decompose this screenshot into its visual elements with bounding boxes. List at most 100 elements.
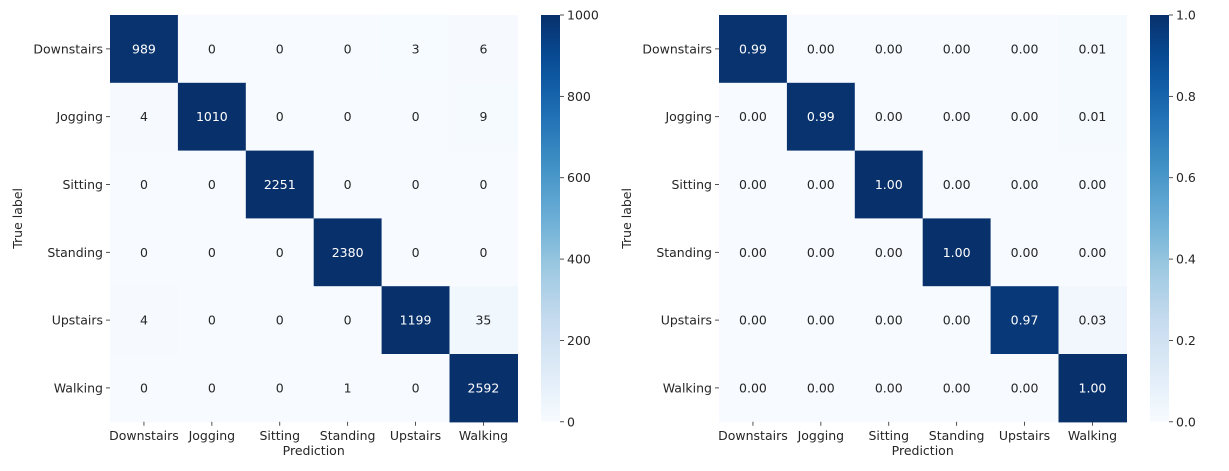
- heatmap-cell: [922, 15, 992, 84]
- heatmap-cell: [922, 82, 992, 152]
- cell-value-label: 0: [140, 177, 148, 192]
- cell-value-label: 0: [208, 245, 216, 260]
- colorbar-tick-label: 0.8: [1176, 89, 1196, 104]
- heatmap-cell: [854, 286, 924, 355]
- cell-value-label: 0: [344, 177, 352, 192]
- cell-value-label: 2380: [332, 245, 364, 260]
- heatmap-cell: [449, 82, 518, 152]
- heatmap-cell: [1058, 286, 1127, 355]
- cell-value-label: 0.00: [739, 380, 767, 395]
- colorbar-tick-label: 200: [567, 333, 591, 348]
- heatmap-cell: [1058, 218, 1127, 287]
- heatmap-cell: [990, 286, 1060, 355]
- heatmap-cell: [854, 15, 924, 84]
- cell-value-label: 0: [344, 41, 352, 56]
- cell-value-label: 0.00: [739, 245, 767, 260]
- cell-value-label: 0.00: [739, 109, 767, 124]
- cell-value-label: 0: [140, 380, 148, 395]
- cell-value-label: 0.00: [739, 177, 767, 192]
- colorbar-tick-label: 0.2: [1176, 333, 1196, 348]
- heatmap-cell: [110, 150, 179, 219]
- cell-value-label: 0.00: [875, 313, 903, 328]
- cell-value-label: 0.99: [739, 41, 767, 56]
- cell-value-label: 0.00: [807, 177, 835, 192]
- cell-value-label: 0.00: [1011, 245, 1039, 260]
- x-tick-label: Walking: [459, 428, 508, 443]
- heatmap-cell: [381, 354, 451, 423]
- heatmap-cell: [177, 354, 247, 423]
- heatmap-cell: [1058, 150, 1127, 219]
- cell-value-label: 0.00: [1079, 177, 1107, 192]
- y-tick-label: Upstairs: [661, 313, 712, 328]
- y-tick-label: Jogging: [664, 109, 712, 124]
- cell-value-label: 4: [140, 313, 148, 328]
- colorbar: [1150, 15, 1169, 422]
- heatmap-cell: [245, 218, 315, 287]
- heatmap-cell: [990, 354, 1060, 423]
- colorbar-tick-label: 0: [567, 414, 575, 429]
- heatmap-cell: [786, 82, 856, 152]
- heatmap-cell: [786, 286, 856, 355]
- y-tick-label: Sitting: [671, 177, 712, 192]
- y-tick-label: Walking: [663, 380, 712, 395]
- x-tick-label: Upstairs: [390, 428, 441, 443]
- heatmap-cell: [110, 82, 179, 152]
- cell-value-label: 0.00: [943, 177, 971, 192]
- heatmap-cell: [854, 82, 924, 152]
- colorbar-tick-label: 1.0: [1176, 8, 1196, 23]
- cell-value-label: 1199: [400, 313, 432, 328]
- heatmap-cell: [922, 354, 992, 423]
- heatmap-cell: [245, 150, 315, 219]
- heatmap-cell: [786, 150, 856, 219]
- heatmap-cell: [719, 286, 788, 355]
- heatmap-cell: [313, 218, 383, 287]
- colorbar-tick-label: 0.4: [1176, 252, 1196, 267]
- cell-value-label: 0: [276, 313, 284, 328]
- colorbar-tick-label: 800: [567, 89, 591, 104]
- cell-value-label: 0.99: [807, 109, 835, 124]
- heatmap-cell: [177, 218, 247, 287]
- heatmap-cell: [313, 354, 383, 423]
- heatmap-cell: [245, 82, 315, 152]
- heatmap-cell: [990, 150, 1060, 219]
- cell-value-label: 0: [208, 177, 216, 192]
- heatmap-cell: [854, 354, 924, 423]
- cell-value-label: 1.00: [943, 245, 971, 260]
- x-tick-label: Sitting: [868, 428, 909, 443]
- x-tick-label: Downstairs: [109, 428, 179, 443]
- x-tick-label: Standing: [320, 428, 376, 443]
- heatmap-cell: [719, 82, 788, 152]
- heatmap-cell: [110, 15, 179, 84]
- y-tick-label: Walking: [54, 380, 103, 395]
- cell-value-label: 35: [475, 313, 491, 328]
- colorbar-tick-label: 400: [567, 252, 591, 267]
- cell-value-label: 0: [344, 313, 352, 328]
- cell-value-label: 0.00: [1011, 41, 1039, 56]
- cell-value-label: 0.00: [739, 313, 767, 328]
- cell-value-label: 0.00: [943, 313, 971, 328]
- cell-value-label: 0.00: [875, 245, 903, 260]
- cell-value-label: 0: [140, 245, 148, 260]
- heatmap-cell: [990, 218, 1060, 287]
- cell-value-label: 0.00: [1079, 245, 1107, 260]
- heatmap-cell: [381, 286, 451, 355]
- cell-value-label: 6: [479, 41, 487, 56]
- cell-value-label: 0.97: [1011, 313, 1039, 328]
- heatmap-cell: [449, 150, 518, 219]
- heatmap-cell: [449, 15, 518, 84]
- cell-value-label: 0.00: [875, 41, 903, 56]
- colorbar-tick-label: 600: [567, 170, 591, 185]
- cell-value-label: 0.00: [807, 41, 835, 56]
- cell-value-label: 0: [479, 177, 487, 192]
- cell-value-label: 0: [276, 245, 284, 260]
- colorbar-tick-label: 0.0: [1176, 414, 1196, 429]
- cell-value-label: 989: [132, 41, 156, 56]
- heatmap-cell: [449, 286, 518, 355]
- x-tick-label: Upstairs: [999, 428, 1050, 443]
- cell-value-label: 0.01: [1079, 41, 1107, 56]
- heatmap-cell: [313, 150, 383, 219]
- cell-value-label: 0.00: [943, 109, 971, 124]
- heatmap-cell: [313, 286, 383, 355]
- heatmap-cell: [110, 354, 179, 423]
